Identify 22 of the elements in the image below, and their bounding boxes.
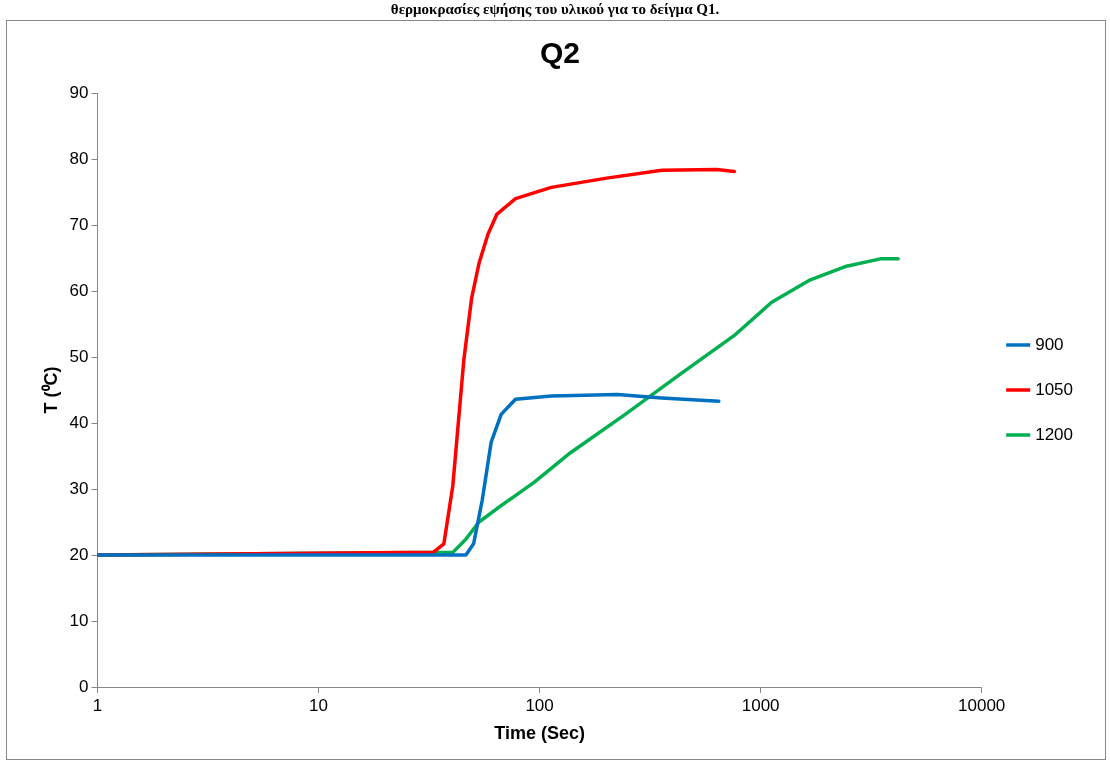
y-tick-label: 40 [69, 412, 89, 432]
y-tick-label: 0 [79, 676, 89, 696]
x-tick-label: 10 [309, 695, 329, 715]
x-tick-label: 10000 [958, 695, 1006, 715]
y-tick-label: 80 [69, 148, 89, 168]
legend-label: 1050 [1035, 379, 1074, 399]
legend-label: 1200 [1035, 424, 1074, 444]
y-tick-label: 50 [69, 346, 89, 366]
y-tick-label: 60 [69, 280, 89, 300]
y-axis-title: T (⁰C) [40, 366, 61, 414]
y-tick-label: 20 [69, 544, 89, 564]
x-tick-label: 100 [525, 695, 554, 715]
x-axis-title: Time (Sec) [494, 723, 585, 744]
y-tick-label: 90 [69, 82, 89, 102]
legend-label: 900 [1035, 334, 1064, 354]
chart-title: Q2 [539, 36, 581, 70]
x-tick-label: 1000 [741, 695, 780, 715]
x-tick-label: 1 [92, 695, 103, 715]
y-tick-label: 70 [69, 214, 89, 234]
text: θερμοκρασίες εψήσης του υλικού για το δείγμα Q1. [389, 0, 721, 18]
y-tick-label: 30 [69, 478, 89, 498]
y-tick-label: 10 [69, 610, 89, 630]
